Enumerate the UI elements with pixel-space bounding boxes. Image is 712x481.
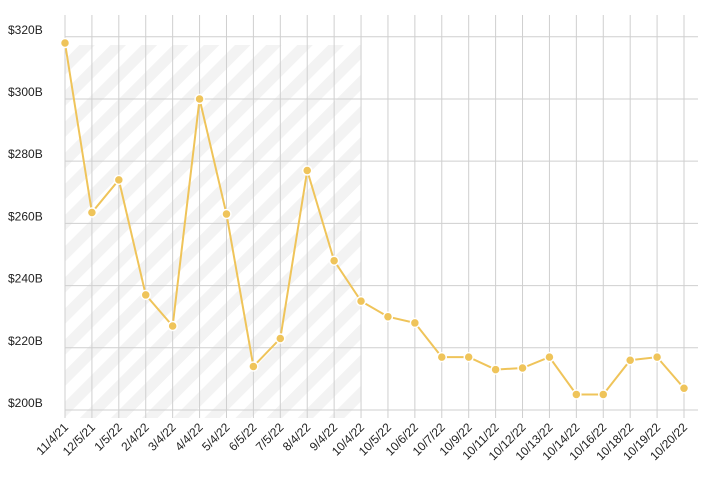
x-tick-label: 5/4/22 [199,420,233,454]
y-tick-label: $200B [8,396,43,410]
plot [59,37,690,400]
x-tick-label: 6/5/22 [226,420,260,454]
x-tick-label: 3/4/22 [145,420,179,454]
data-point [436,351,448,363]
data-point [678,382,690,394]
data-point [275,333,286,344]
y-tick-label: $280B [8,147,43,161]
x-tick-label: 2/4/22 [118,420,152,454]
data-point [86,207,98,218]
data-point [194,93,205,105]
data-point [167,320,178,332]
data-point [490,364,501,375]
data-point [409,317,421,329]
data-point [382,311,394,322]
data-point [248,361,259,372]
y-tick-label: $320B [8,23,43,37]
y-tick-label: $240B [8,272,43,286]
data-point [624,354,636,366]
data-point [517,362,528,374]
data-point [221,208,232,220]
x-tick-label: 4/4/22 [172,420,206,454]
data-point [544,351,555,363]
data-point [355,295,367,307]
highlight-region [65,45,362,418]
data-point [463,351,474,363]
x-tick-label: 8/4/22 [280,420,314,454]
data-point [598,389,609,400]
grid: $200B$220B$240B$260B$280B$300B$320B11/4/… [8,15,698,463]
y-tick-label: $220B [8,334,43,348]
y-tick-label: $300B [8,85,43,99]
data-point [651,351,663,363]
hatched-area [65,45,362,418]
data-point [59,37,71,49]
data-point [113,174,125,186]
data-point [571,389,582,400]
x-tick-label: 1/5/22 [91,420,125,454]
x-tick-label: 7/5/22 [253,420,287,454]
data-point [328,255,340,266]
data-point [140,289,151,301]
y-tick-label: $260B [8,209,43,223]
data-point [301,165,313,176]
